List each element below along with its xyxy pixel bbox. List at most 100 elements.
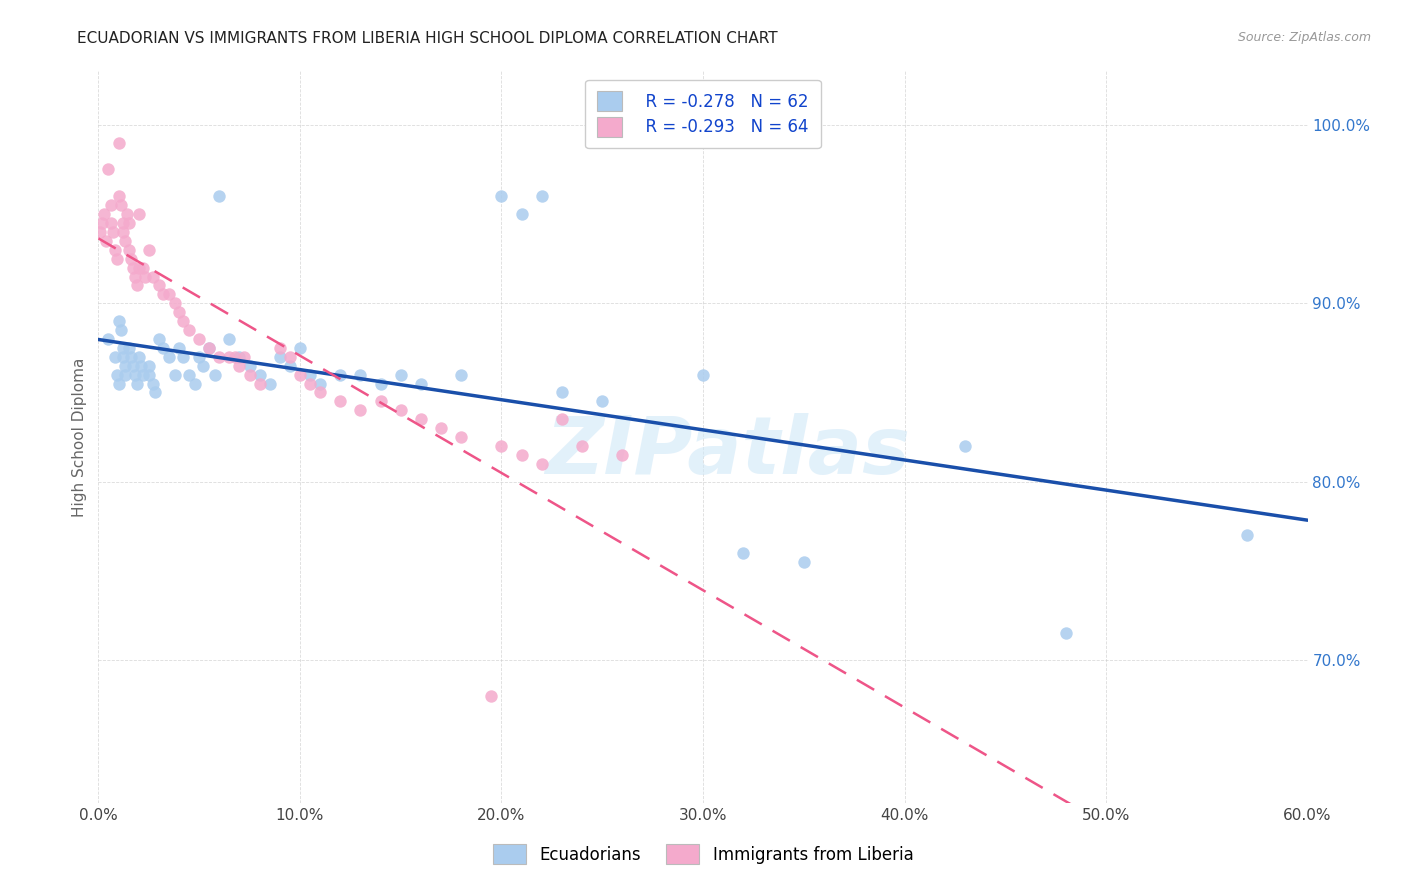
Point: [163, 296, 186, 310]
Point: [228, 359, 250, 373]
Point: [179, 323, 201, 337]
Point: [204, 368, 226, 382]
Point: [107, 136, 129, 150]
Point: [349, 368, 371, 382]
Point: [329, 368, 352, 382]
Point: [125, 278, 148, 293]
Point: [491, 439, 513, 453]
Point: [111, 216, 134, 230]
Point: [157, 287, 180, 301]
Point: [132, 368, 155, 382]
Point: [142, 269, 165, 284]
Point: [249, 376, 271, 391]
Point: [114, 234, 136, 248]
Point: [138, 368, 160, 382]
Point: [530, 189, 553, 203]
Point: [97, 162, 120, 177]
Point: [249, 368, 271, 382]
Point: [172, 314, 194, 328]
Point: [349, 403, 371, 417]
Point: [239, 368, 262, 382]
Point: [134, 269, 156, 284]
Point: [121, 260, 143, 275]
Point: [551, 385, 574, 400]
Point: [118, 243, 141, 257]
Point: [105, 252, 128, 266]
Point: [692, 368, 714, 382]
Point: [269, 341, 291, 355]
Text: ECUADORIAN VS IMMIGRANTS FROM LIBERIA HIGH SCHOOL DIPLOMA CORRELATION CHART: ECUADORIAN VS IMMIGRANTS FROM LIBERIA HI…: [77, 31, 778, 46]
Point: [167, 305, 190, 319]
Point: [309, 376, 332, 391]
Point: [409, 376, 432, 391]
Point: [329, 394, 352, 409]
Point: [953, 439, 976, 453]
Text: ZIPatlas: ZIPatlas: [544, 413, 910, 491]
Point: [152, 287, 174, 301]
Y-axis label: High School Diploma: High School Diploma: [72, 358, 87, 516]
Point: [370, 376, 392, 391]
Point: [389, 368, 412, 382]
Point: [551, 412, 574, 426]
Point: [101, 225, 124, 239]
Point: [184, 376, 207, 391]
Point: [450, 430, 472, 444]
Point: [93, 207, 115, 221]
Point: [107, 189, 129, 203]
Point: [91, 216, 114, 230]
Point: [793, 555, 815, 569]
Point: [132, 260, 155, 275]
Point: [118, 341, 141, 355]
Point: [208, 189, 231, 203]
Point: [269, 350, 291, 364]
Legend:   R = -0.278   N = 62,   R = -0.293   N = 64: R = -0.278 N = 62, R = -0.293 N = 64: [585, 79, 821, 148]
Point: [172, 350, 194, 364]
Point: [120, 350, 142, 364]
Point: [179, 368, 201, 382]
Point: [530, 457, 553, 471]
Point: [105, 368, 128, 382]
Point: [259, 376, 281, 391]
Point: [1236, 528, 1258, 542]
Point: [128, 207, 150, 221]
Point: [198, 341, 221, 355]
Point: [120, 252, 142, 266]
Point: [128, 350, 150, 364]
Point: [114, 359, 136, 373]
Legend: Ecuadorians, Immigrants from Liberia: Ecuadorians, Immigrants from Liberia: [486, 838, 920, 871]
Point: [288, 368, 311, 382]
Point: [100, 198, 122, 212]
Point: [208, 350, 231, 364]
Point: [288, 341, 311, 355]
Point: [278, 350, 301, 364]
Point: [121, 359, 143, 373]
Point: [510, 207, 533, 221]
Point: [481, 689, 503, 703]
Point: [370, 394, 392, 409]
Point: [228, 350, 250, 364]
Point: [491, 189, 513, 203]
Point: [110, 323, 132, 337]
Point: [128, 260, 150, 275]
Point: [110, 198, 132, 212]
Point: [118, 216, 141, 230]
Point: [218, 332, 240, 346]
Point: [430, 421, 453, 435]
Point: [612, 448, 634, 462]
Point: [142, 376, 165, 391]
Point: [114, 368, 136, 382]
Point: [389, 403, 412, 417]
Point: [193, 359, 215, 373]
Point: [124, 368, 146, 382]
Point: [591, 394, 613, 409]
Point: [103, 243, 125, 257]
Point: [409, 412, 432, 426]
Point: [111, 225, 134, 239]
Point: [100, 216, 122, 230]
Point: [125, 376, 148, 391]
Point: [167, 341, 190, 355]
Point: [148, 332, 170, 346]
Point: [107, 376, 129, 391]
Point: [157, 350, 180, 364]
Point: [163, 368, 186, 382]
